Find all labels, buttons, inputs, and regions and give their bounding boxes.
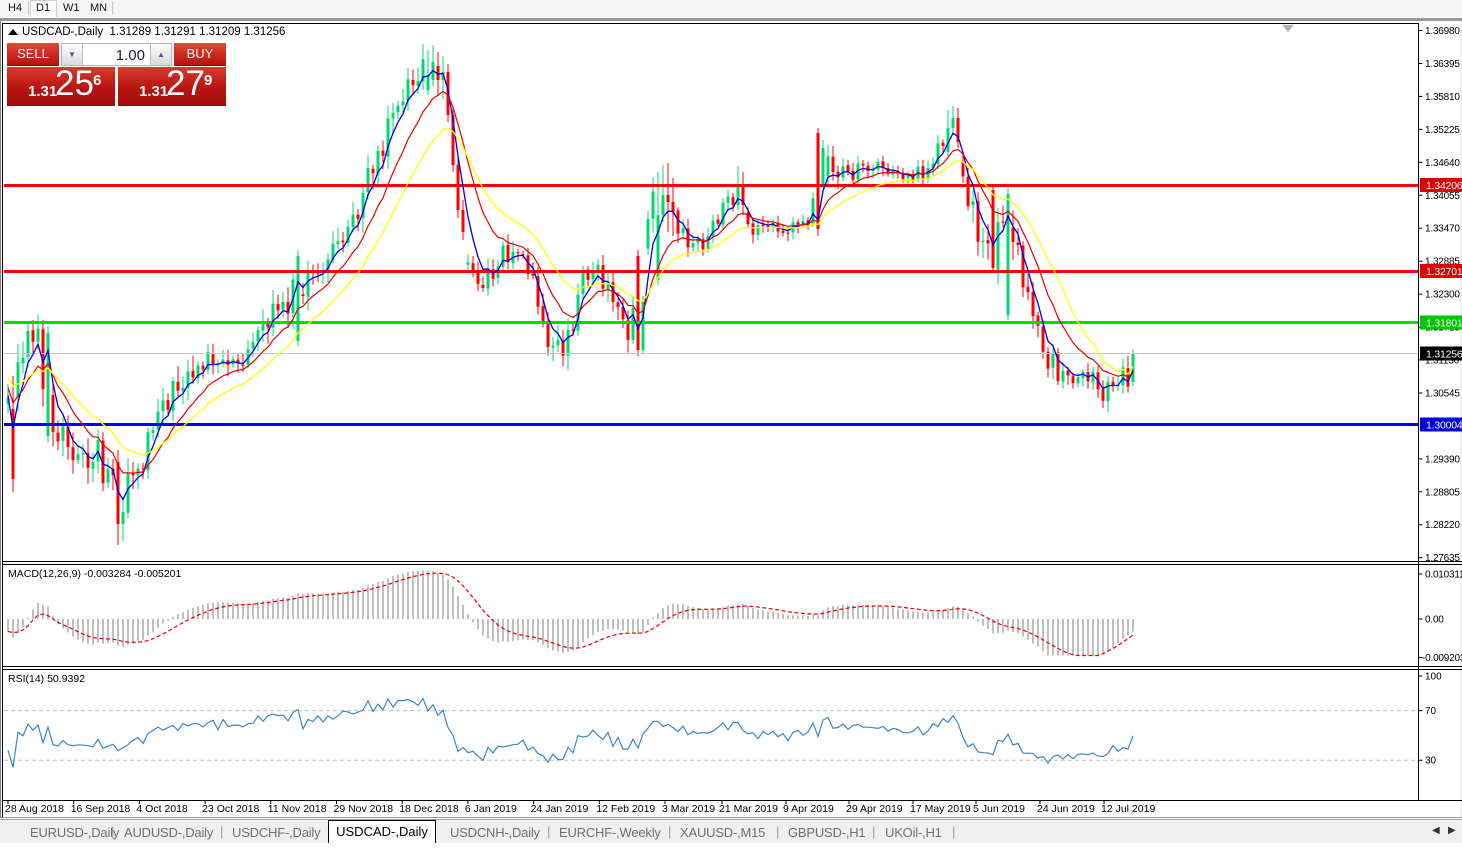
svg-text:1.31256: 1.31256 <box>1426 348 1462 360</box>
svg-text:24 Jun 2019: 24 Jun 2019 <box>1037 803 1095 815</box>
svg-text:21 Mar 2019: 21 Mar 2019 <box>719 803 778 815</box>
svg-text:9 Apr 2019: 9 Apr 2019 <box>783 803 834 815</box>
svg-text:MACD(12,26,9) -0.003284 -0.005: MACD(12,26,9) -0.003284 -0.005201 <box>8 568 182 580</box>
svg-text:1.33470: 1.33470 <box>1425 224 1460 235</box>
svg-text:30: 30 <box>1425 756 1437 767</box>
svg-text:1.30004: 1.30004 <box>1426 419 1462 431</box>
svg-text:1.35810: 1.35810 <box>1425 92 1460 103</box>
svg-text:1.31801: 1.31801 <box>1426 317 1462 329</box>
svg-text:0.00: 0.00 <box>1425 615 1444 626</box>
svg-text:11 Nov 2018: 11 Nov 2018 <box>268 803 327 815</box>
svg-text:1.32300: 1.32300 <box>1425 290 1460 301</box>
svg-text:1.36980: 1.36980 <box>1425 26 1460 37</box>
svg-text:1.27635: 1.27635 <box>1425 553 1460 564</box>
svg-text:24 Jan 2019: 24 Jan 2019 <box>531 803 589 815</box>
svg-text:1.34206: 1.34206 <box>1426 180 1462 192</box>
svg-text:4 Oct 2018: 4 Oct 2018 <box>136 803 188 815</box>
svg-text:1.34055: 1.34055 <box>1425 191 1460 202</box>
svg-text:100: 100 <box>1425 672 1442 683</box>
svg-text:29 Nov 2018: 29 Nov 2018 <box>334 803 394 815</box>
svg-text:3 Mar 2019: 3 Mar 2019 <box>662 803 715 815</box>
svg-text:RSI(14) 50.9392: RSI(14) 50.9392 <box>8 673 85 685</box>
svg-text:12 Jul 2019: 12 Jul 2019 <box>1101 803 1155 815</box>
svg-text:1.32885: 1.32885 <box>1425 257 1460 268</box>
svg-text:16 Sep 2018: 16 Sep 2018 <box>71 803 131 815</box>
svg-text:1.29390: 1.29390 <box>1425 454 1460 465</box>
svg-text:1.31130: 1.31130 <box>1425 356 1460 367</box>
svg-text:29 Apr 2019: 29 Apr 2019 <box>846 803 903 815</box>
svg-text:17 May 2019: 17 May 2019 <box>910 803 971 815</box>
svg-text:-0.009203: -0.009203 <box>1422 653 1462 664</box>
svg-text:28 Aug 2018: 28 Aug 2018 <box>5 803 64 815</box>
svg-text:1.30545: 1.30545 <box>1425 389 1460 400</box>
svg-text:5 Jun 2019: 5 Jun 2019 <box>973 803 1025 815</box>
svg-text:1.32701: 1.32701 <box>1426 266 1462 278</box>
svg-text:12 Feb 2019: 12 Feb 2019 <box>596 803 655 815</box>
svg-text:6 Jan 2019: 6 Jan 2019 <box>465 803 517 815</box>
svg-text:1.35225: 1.35225 <box>1425 125 1460 136</box>
svg-text:18 Dec 2018: 18 Dec 2018 <box>399 803 459 815</box>
svg-text:70: 70 <box>1425 706 1437 717</box>
svg-text:23 Oct 2018: 23 Oct 2018 <box>202 803 259 815</box>
svg-text:1.34640: 1.34640 <box>1425 158 1460 169</box>
svg-text:1.28805: 1.28805 <box>1425 487 1460 498</box>
svg-text:1.36395: 1.36395 <box>1425 59 1460 70</box>
svg-text:0.010311: 0.010311 <box>1425 570 1462 581</box>
svg-text:1.28220: 1.28220 <box>1425 520 1460 531</box>
